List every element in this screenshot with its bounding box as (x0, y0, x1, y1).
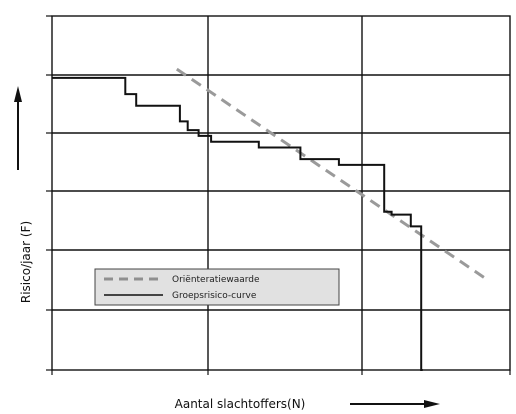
series-line-orienteratiewaarde (175, 67, 489, 282)
series-line-groepsrisico-curve (52, 76, 423, 371)
legend-label-orienteratiewaarde: Oriënteratiewaarde (172, 275, 260, 285)
x-axis-label: Aantal slachtoffers(N) (175, 397, 306, 411)
legend-box (94, 268, 340, 306)
y-axis-arrow-icon (14, 86, 22, 170)
plot-area (46, 15, 511, 375)
y-axis-label-group: Risico/jaar (F) (14, 86, 33, 303)
legend-label-groepsrisico-curve: Groepsrisico-curve (172, 291, 257, 301)
plot-frame (51, 15, 511, 371)
x-axis-label-group: Aantal slachtoffers(N) (175, 397, 440, 411)
x-axis-arrow-icon (350, 400, 440, 408)
y-axis-label: Risico/jaar (F) (19, 221, 33, 303)
legend: Oriënteratiewaarde Groepsrisico-curve (94, 268, 340, 306)
